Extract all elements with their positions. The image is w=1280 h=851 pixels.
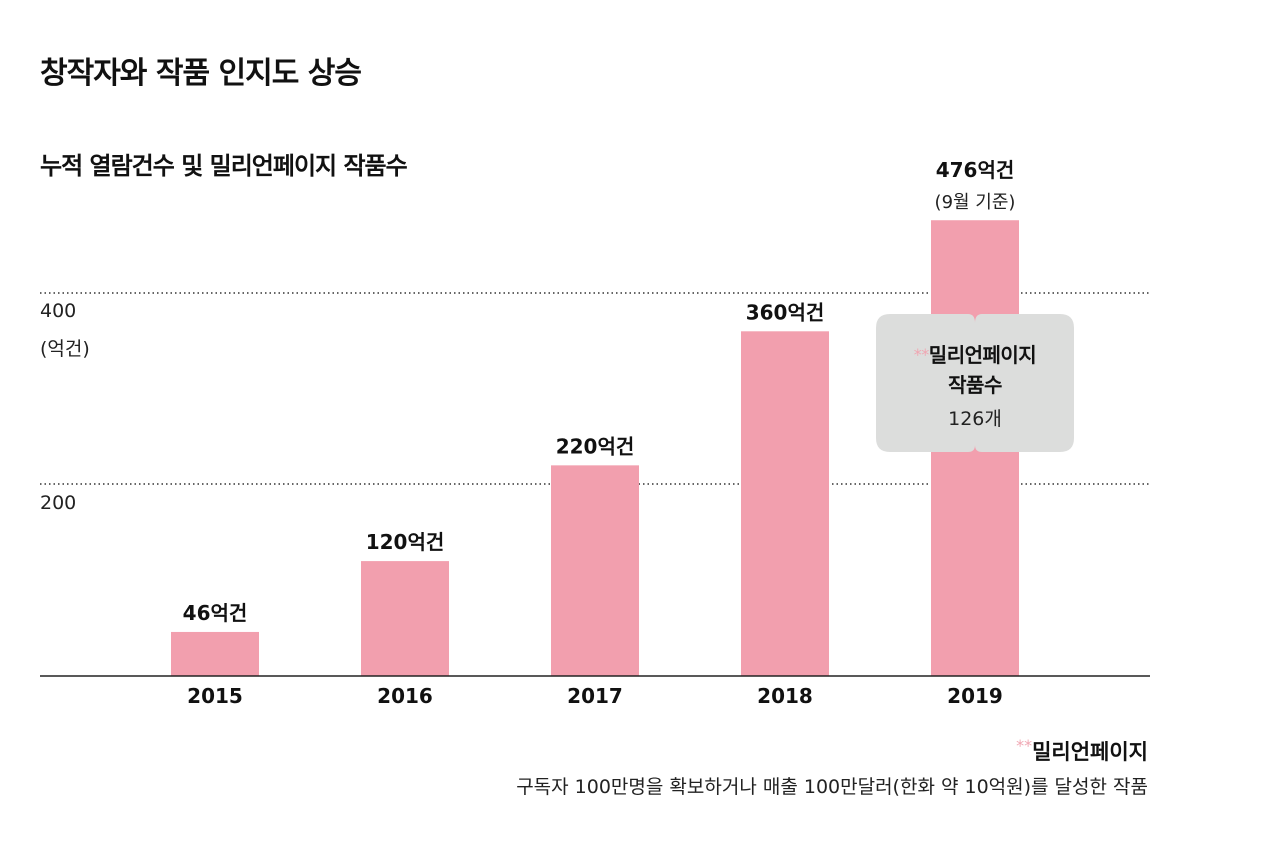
bar-value-label-2019: 476억건 xyxy=(936,158,1015,182)
bar-2018 xyxy=(741,331,829,676)
callout-asterisk: ** xyxy=(913,345,930,364)
bar-2016 xyxy=(361,561,449,676)
million-page-callout: **밀리언페이지 작품수 126개 xyxy=(876,314,1074,452)
y-tick-200: 200 xyxy=(40,492,77,514)
footnote-asterisk: ** xyxy=(1016,736,1033,755)
bar-note-2019: (9월 기준) xyxy=(935,192,1016,213)
x-tick-2016: 2016 xyxy=(377,684,433,708)
y-axis-unit: (억건) xyxy=(40,338,90,360)
bar-value-label-2018: 360억건 xyxy=(746,300,825,324)
footnote-term: **밀리언페이지 xyxy=(1016,736,1148,764)
callout-title: **밀리언페이지 xyxy=(913,343,1037,367)
bar-2017 xyxy=(551,465,639,676)
chart-subtitle: 누적 열람건수 및 밀리언페이지 작품수 xyxy=(40,152,408,180)
bar-value-label-2015: 46억건 xyxy=(183,601,248,625)
x-tick-2017: 2017 xyxy=(567,684,623,708)
x-tick-2019: 2019 xyxy=(947,684,1003,708)
bar-value-label-2016: 120억건 xyxy=(366,530,445,554)
footnote-definition: 구독자 100만명을 확보하거나 매출 100만달러(한화 약 10억원)를 달… xyxy=(516,776,1148,798)
bar-value-label-2017: 220억건 xyxy=(556,434,635,458)
x-tick-2018: 2018 xyxy=(757,684,813,708)
callout-count: 126개 xyxy=(948,408,1002,430)
bar-2015 xyxy=(171,631,259,676)
x-tick-2015: 2015 xyxy=(187,684,243,708)
main-title: 창작자와 작품 인지도 상승 xyxy=(40,56,362,91)
callout-subtitle: 작품수 xyxy=(948,373,1002,397)
callout-book-shape xyxy=(876,314,1074,452)
y-tick-400: 400 xyxy=(40,300,77,322)
